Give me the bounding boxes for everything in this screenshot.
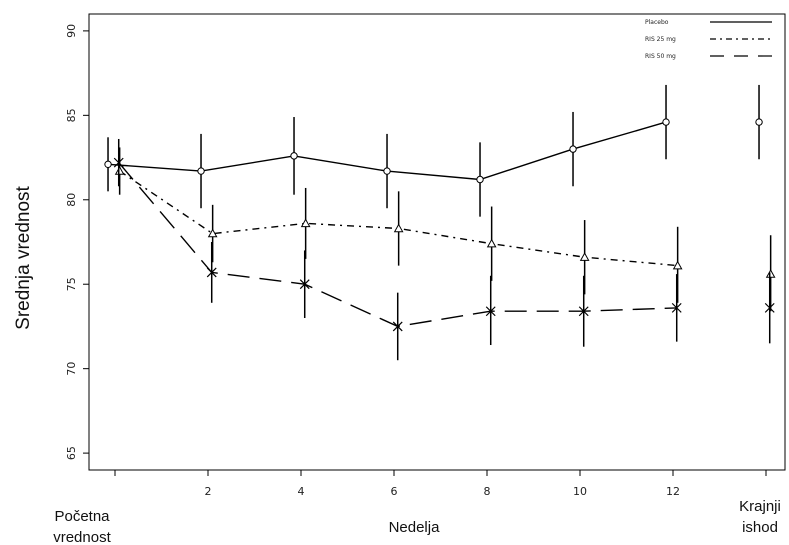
y-tick-label-90: 90 — [65, 24, 78, 38]
point-marker — [579, 252, 590, 261]
point-marker — [569, 145, 577, 153]
series-placebo — [104, 84, 763, 217]
x-tick-label-6: 6 — [391, 485, 398, 498]
series-ris-50-mg — [113, 138, 775, 361]
point-marker — [764, 302, 775, 313]
baseline-label-line2: vrednost — [53, 529, 111, 545]
point-marker — [104, 160, 112, 169]
point-marker — [662, 118, 670, 126]
plot-border — [88, 13, 786, 471]
baseline-label-line1: Početna — [54, 508, 110, 525]
endpoint-label-line2: ishod — [742, 519, 778, 536]
legend-label-2: RIS 50 mg — [645, 53, 676, 60]
y-tick-label-85: 85 — [65, 108, 78, 122]
legend: Placebo RIS 25 mg RIS 50 mg — [645, 19, 772, 60]
series-ris-25-mg — [114, 147, 776, 312]
legend-label-0: Placebo — [645, 19, 669, 26]
point-marker — [755, 118, 763, 126]
x-tick-label-10: 10 — [573, 485, 587, 498]
point-marker — [672, 260, 683, 270]
point-marker — [290, 152, 298, 160]
x-axis: 2 4 6 8 10 12 — [114, 470, 767, 498]
point-marker — [486, 238, 497, 248]
x-tick-label-2: 2 — [205, 485, 212, 498]
point-marker — [207, 228, 218, 238]
x-tick-label-4: 4 — [298, 485, 305, 498]
point-marker — [671, 302, 682, 313]
legend-label-1: RIS 25 mg — [645, 36, 676, 43]
point-marker — [476, 175, 484, 184]
point-marker — [392, 321, 403, 332]
point-marker — [578, 306, 589, 317]
y-tick-label-65: 65 — [65, 446, 78, 460]
point-marker — [765, 269, 776, 278]
x-axis-title: Nedelja — [389, 519, 441, 536]
point-marker — [300, 218, 311, 228]
y-tick-label-70: 70 — [65, 362, 78, 376]
x-tick-label-12: 12 — [666, 485, 680, 498]
y-tick-label-80: 80 — [65, 193, 78, 207]
series-layer — [104, 84, 776, 361]
y-axis: 65 70 75 80 85 90 — [65, 24, 89, 460]
point-marker — [197, 167, 205, 175]
x-tick-label-8: 8 — [484, 485, 491, 498]
point-marker — [485, 306, 496, 317]
endpoint-label-line1: Krajnji — [739, 498, 781, 515]
point-marker — [113, 157, 124, 168]
point-marker — [383, 167, 391, 175]
y-axis-title: Srednja vrednost — [13, 185, 34, 329]
point-marker — [393, 223, 404, 233]
point-marker — [299, 279, 310, 290]
point-marker — [114, 166, 125, 175]
point-marker — [206, 267, 217, 278]
plot-frame — [88, 13, 786, 471]
y-tick-label-75: 75 — [65, 277, 78, 291]
